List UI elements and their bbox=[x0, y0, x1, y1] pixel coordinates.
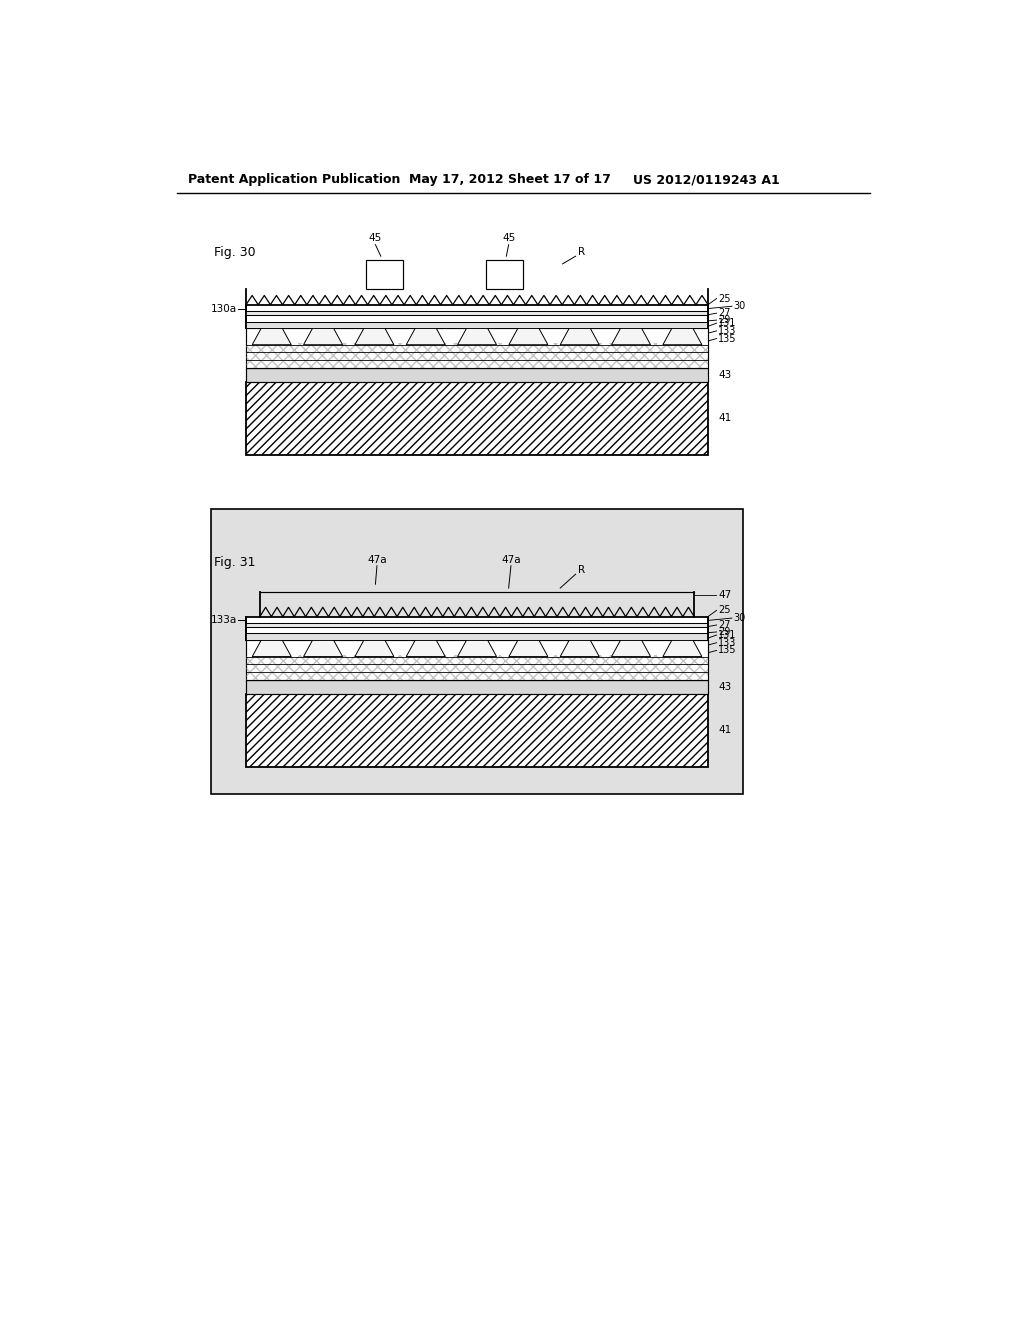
Text: 25: 25 bbox=[718, 606, 730, 615]
Text: 47: 47 bbox=[718, 590, 731, 601]
Text: 30: 30 bbox=[733, 301, 745, 312]
Text: 41: 41 bbox=[718, 725, 731, 735]
Bar bbox=[246, 640, 708, 680]
Bar bbox=[486, 260, 523, 289]
Polygon shape bbox=[560, 640, 599, 656]
Bar bbox=[367, 260, 403, 289]
Polygon shape bbox=[560, 327, 599, 345]
Bar bbox=[211, 508, 742, 793]
Polygon shape bbox=[355, 327, 394, 345]
Text: US 2012/0119243 A1: US 2012/0119243 A1 bbox=[633, 173, 779, 186]
Polygon shape bbox=[303, 327, 343, 345]
Text: Fig. 30: Fig. 30 bbox=[214, 246, 255, 259]
Text: 133a: 133a bbox=[211, 615, 237, 626]
Text: 130a: 130a bbox=[211, 304, 237, 314]
Polygon shape bbox=[303, 640, 343, 656]
Bar bbox=[246, 693, 708, 767]
Text: 45: 45 bbox=[369, 234, 382, 243]
Text: 47a: 47a bbox=[368, 554, 387, 565]
Bar bbox=[246, 327, 708, 368]
Text: Fig. 31: Fig. 31 bbox=[214, 556, 255, 569]
Text: 131: 131 bbox=[718, 318, 736, 329]
Polygon shape bbox=[509, 640, 548, 656]
Bar bbox=[246, 368, 708, 381]
Polygon shape bbox=[252, 327, 291, 345]
Polygon shape bbox=[509, 327, 548, 345]
Text: 27: 27 bbox=[718, 308, 730, 318]
Polygon shape bbox=[611, 640, 650, 656]
Text: 27: 27 bbox=[718, 620, 730, 630]
Text: 29: 29 bbox=[718, 315, 730, 325]
Bar bbox=[246, 305, 708, 327]
Text: 45: 45 bbox=[502, 234, 515, 243]
Text: 41: 41 bbox=[718, 413, 731, 424]
Polygon shape bbox=[611, 327, 650, 345]
Text: May 17, 2012: May 17, 2012 bbox=[410, 173, 504, 186]
Text: 133: 133 bbox=[718, 326, 736, 335]
Polygon shape bbox=[458, 327, 497, 345]
Bar bbox=[246, 680, 708, 693]
Bar bbox=[246, 655, 708, 680]
Bar bbox=[246, 312, 708, 315]
Text: 133: 133 bbox=[718, 638, 736, 648]
Text: 135: 135 bbox=[718, 334, 736, 343]
Bar bbox=[246, 343, 708, 368]
Text: Sheet 17 of 17: Sheet 17 of 17 bbox=[508, 173, 610, 186]
Text: 131: 131 bbox=[718, 630, 736, 640]
Bar bbox=[246, 623, 708, 627]
Text: Patent Application Publication: Patent Application Publication bbox=[188, 173, 400, 186]
Bar bbox=[246, 381, 708, 455]
Text: 47a: 47a bbox=[501, 554, 521, 565]
Text: 135: 135 bbox=[718, 645, 736, 656]
Text: R: R bbox=[579, 247, 586, 257]
Bar bbox=[246, 634, 708, 640]
Text: 30: 30 bbox=[733, 612, 745, 623]
Polygon shape bbox=[663, 640, 701, 656]
Polygon shape bbox=[407, 640, 445, 656]
Text: 43: 43 bbox=[718, 681, 731, 692]
Text: 25: 25 bbox=[718, 293, 730, 304]
Polygon shape bbox=[458, 640, 497, 656]
Bar bbox=[246, 616, 708, 640]
Text: 43: 43 bbox=[718, 370, 731, 380]
Text: R: R bbox=[579, 565, 586, 576]
Bar bbox=[246, 322, 708, 327]
Polygon shape bbox=[252, 640, 291, 656]
Polygon shape bbox=[407, 327, 445, 345]
Text: 29: 29 bbox=[718, 627, 730, 638]
Polygon shape bbox=[663, 327, 701, 345]
Polygon shape bbox=[355, 640, 394, 656]
